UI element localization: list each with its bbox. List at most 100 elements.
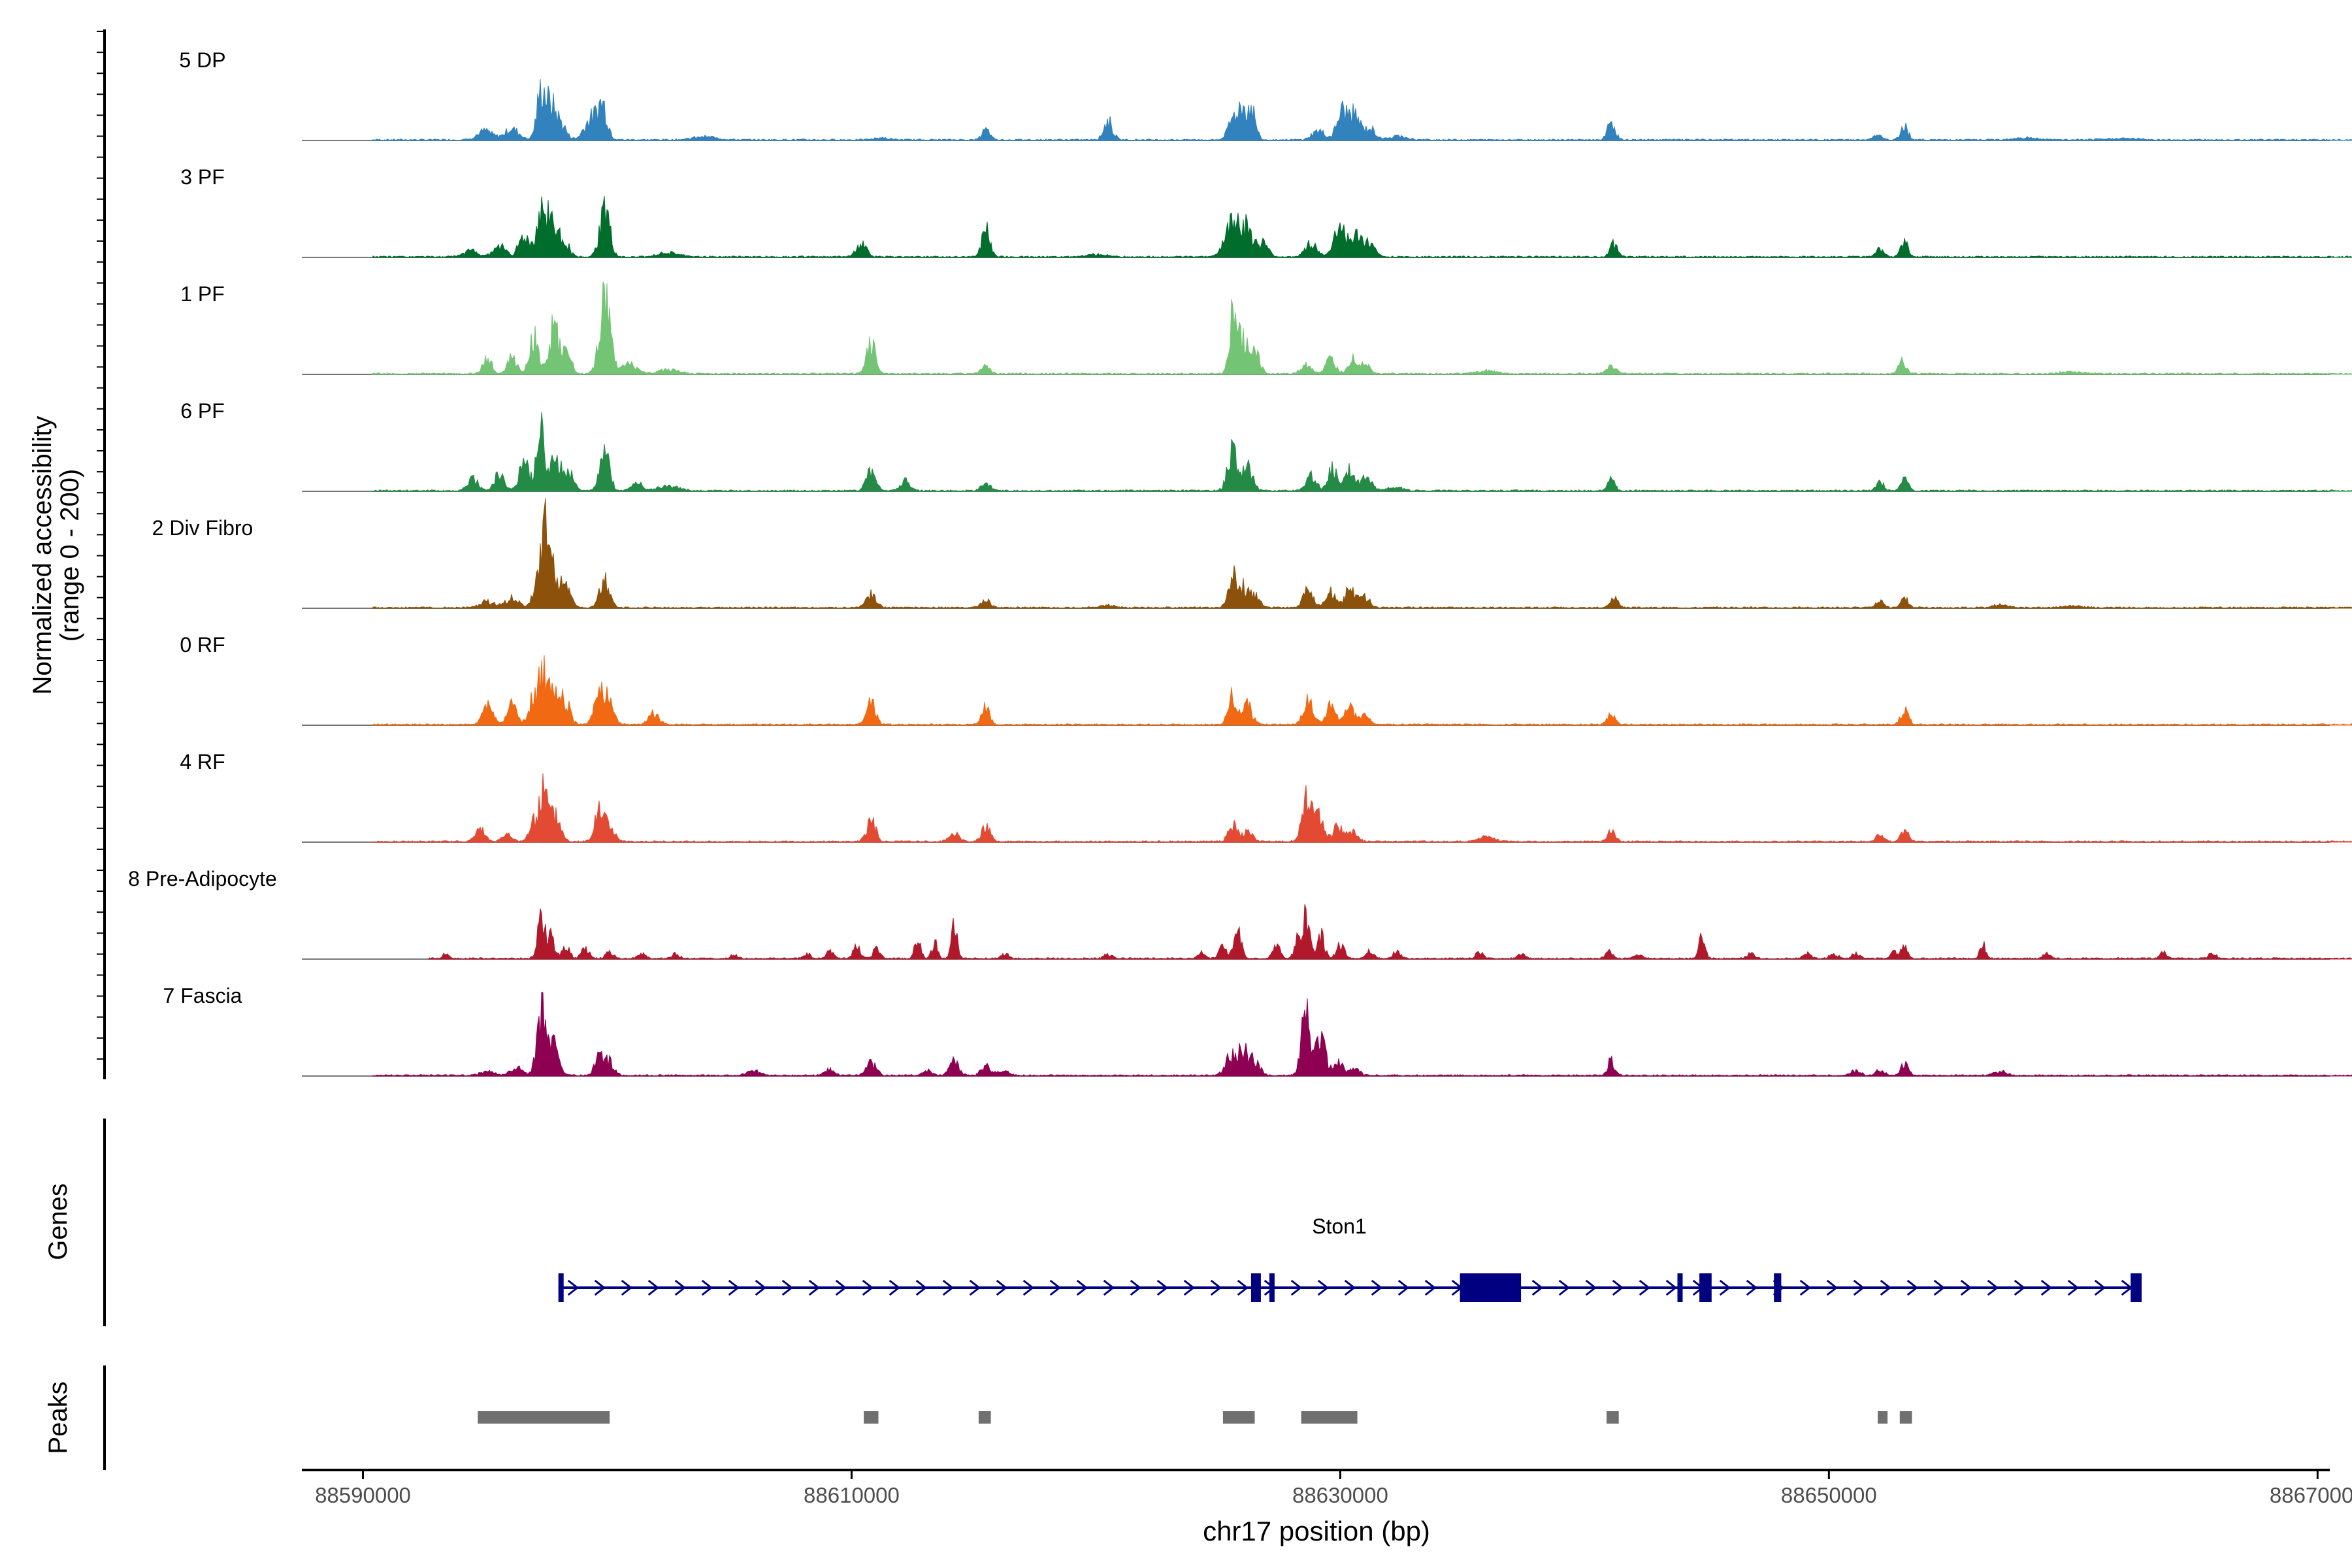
track-8-pre-adipocyte: 8 Pre-Adipocyte [128,867,2352,960]
strand-arrow [755,1279,767,1296]
strand-arrow [808,1279,821,1296]
strand-arrow [969,1279,981,1296]
coverage-area [372,282,2352,375]
strand-arrow [1585,1279,1597,1296]
strand-arrow [567,1279,580,1296]
gene-exon [1460,1273,1522,1302]
strand-arrow [1906,1279,1919,1296]
track-4-rf: 4 RF [180,750,2352,843]
track-label: 3 PF [180,165,225,189]
strand-arrow [2067,1279,2080,1296]
strand-arrow [1424,1279,1437,1296]
strand-arrow [2040,1279,2053,1296]
peak-region [1301,1411,1358,1424]
peak-region [1878,1411,1888,1424]
coverage-area [372,79,2352,141]
track-label: 0 RF [180,633,225,657]
strand-arrow [1987,1279,1999,1296]
strand-arrow [1210,1279,1222,1296]
strand-arrow [1076,1279,1088,1296]
x-tick-label: 88650000 [1781,1483,1877,1507]
strand-arrow [1022,1279,1035,1296]
track-label: 5 DP [179,48,225,72]
strand-arrow [594,1279,606,1296]
strand-arrow [1103,1279,1115,1296]
strand-arrow [1665,1279,1678,1296]
strand-arrow [835,1279,847,1296]
strand-arrow [781,1279,794,1296]
peaks-track-label: Peaks [44,1381,73,1454]
strand-arrow [701,1279,713,1296]
peak-region [478,1411,610,1424]
peak-region [1222,1411,1255,1424]
strand-arrow [1719,1279,1731,1296]
strand-arrow [1183,1279,1196,1296]
strand-arrow [889,1279,901,1296]
accessibility-axis [97,29,106,1079]
strand-arrow [1853,1279,1865,1296]
gene-exon [1677,1273,1683,1302]
coverage-area [372,655,2352,726]
strand-arrow [1397,1279,1410,1296]
coverage-area [372,498,2352,609]
strand-arrow [1156,1279,1169,1296]
track-label: 7 Fascia [163,984,242,1007]
strand-arrow [728,1279,740,1296]
peak-region [864,1411,879,1424]
genes-track-label: Genes [44,1183,73,1260]
strand-arrow [1558,1279,1571,1296]
y-axis-title: Normalized accessibility [28,416,57,695]
strand-arrow [1371,1279,1383,1296]
coverage-area [428,904,2352,960]
track-3-pf: 3 PF [180,165,2352,258]
strand-arrow [1933,1279,1946,1296]
strand-arrow [915,1279,928,1296]
peak-region [1607,1411,1619,1424]
track-1-pf: 1 PF [180,282,2352,375]
strand-arrow [621,1279,633,1296]
strand-arrow [2014,1279,2026,1296]
gene-exon [1699,1273,1712,1302]
coverage-tracks: 5 DP 3 PF 1 PF 6 PF 2 Div Fibro 0 RF 4 RF 8 Pre… [128,48,2352,1077]
strand-arrow [1290,1279,1303,1296]
genes-panel: Ston1 [103,1119,2142,1326]
peaks-panel [103,1365,1912,1470]
gene-exon [1774,1273,1782,1302]
track-label: 2 Div Fibro [152,516,253,540]
strand-arrow [2094,1279,2106,1296]
x-tick-label: 88670000 [2270,1483,2352,1507]
strand-arrow [1880,1279,1892,1296]
x-tick-label: 88610000 [804,1483,900,1507]
track-label: 8 Pre-Adipocyte [128,867,277,890]
strand-arrow [1612,1279,1624,1296]
strand-arrow [1237,1279,1249,1296]
x-axis-title: chr17 position (bp) [1203,1516,1430,1546]
strand-arrow [1317,1279,1330,1296]
coverage-area [372,773,2352,843]
strand-arrow [647,1279,660,1296]
track-7-fascia: 7 Fascia [163,984,2352,1077]
track-5-dp: 5 DP [179,48,2352,141]
strand-arrow [996,1279,1008,1296]
strand-arrow [1531,1279,1544,1296]
gene-exon [2131,1273,2142,1302]
x-tick-label: 88590000 [315,1483,411,1507]
gene-name-label: Ston1 [1312,1215,1367,1238]
strand-arrow [1746,1279,1758,1296]
coverage-area [372,196,2352,258]
strand-arrow [1639,1279,1651,1296]
strand-arrow [1049,1279,1062,1296]
gene-exon [1269,1273,1275,1302]
x-tick-label: 88630000 [1292,1483,1388,1507]
y-axis-subtitle: (range 0 - 200) [56,469,84,642]
coverage-area [372,991,2352,1077]
strand-arrow [1344,1279,1356,1296]
x-axis: 88590000 88610000 88630000 88650000 88670000 [302,1469,2352,1507]
strand-arrow [674,1279,687,1296]
track-label: 4 RF [180,750,225,774]
track-label: 6 PF [180,399,225,423]
strand-arrow [942,1279,955,1296]
track-0-rf: 0 RF [180,633,2352,726]
peak-region [978,1411,991,1424]
